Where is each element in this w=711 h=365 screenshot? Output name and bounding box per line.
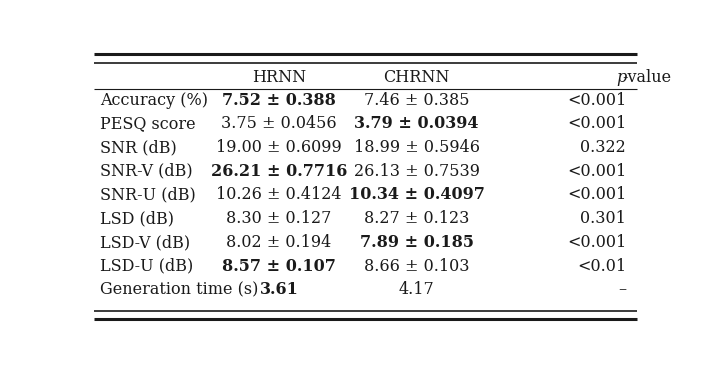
Text: 3.61: 3.61	[260, 281, 299, 298]
Text: 0.301: 0.301	[580, 210, 626, 227]
Text: 8.57 ± 0.107: 8.57 ± 0.107	[222, 258, 336, 274]
Text: <0.01: <0.01	[577, 258, 626, 274]
Text: 10.26 ± 0.4124: 10.26 ± 0.4124	[216, 187, 342, 203]
Text: 26.21 ± 0.7716: 26.21 ± 0.7716	[210, 163, 347, 180]
Text: <0.001: <0.001	[567, 92, 626, 108]
Text: Generation time (s): Generation time (s)	[100, 281, 258, 298]
Text: 4.17: 4.17	[399, 281, 434, 298]
Text: 8.02 ± 0.194: 8.02 ± 0.194	[226, 234, 331, 251]
Text: HRNN: HRNN	[252, 69, 306, 86]
Text: <0.001: <0.001	[567, 187, 626, 203]
Text: 0.322: 0.322	[580, 139, 626, 156]
Text: 7.46 ± 0.385: 7.46 ± 0.385	[364, 92, 469, 108]
Text: <0.001: <0.001	[567, 234, 626, 251]
Text: 7.89 ± 0.185: 7.89 ± 0.185	[360, 234, 474, 251]
Text: 19.00 ± 0.6099: 19.00 ± 0.6099	[216, 139, 342, 156]
Text: 26.13 ± 0.7539: 26.13 ± 0.7539	[354, 163, 480, 180]
Text: 7.52 ± 0.388: 7.52 ± 0.388	[222, 92, 336, 108]
Text: Accuracy (%): Accuracy (%)	[100, 92, 208, 108]
Text: PESQ score: PESQ score	[100, 115, 196, 132]
Text: <0.001: <0.001	[567, 115, 626, 132]
Text: LSD (dB): LSD (dB)	[100, 210, 174, 227]
Text: <0.001: <0.001	[567, 163, 626, 180]
Text: 8.66 ± 0.103: 8.66 ± 0.103	[364, 258, 469, 274]
Text: -value: -value	[622, 69, 671, 86]
Text: 18.99 ± 0.5946: 18.99 ± 0.5946	[354, 139, 480, 156]
Text: SNR-V (dB): SNR-V (dB)	[100, 163, 193, 180]
Text: 8.27 ± 0.123: 8.27 ± 0.123	[364, 210, 469, 227]
Text: 3.75 ± 0.0456: 3.75 ± 0.0456	[221, 115, 337, 132]
Text: SNR (dB): SNR (dB)	[100, 139, 176, 156]
Text: CHRNN: CHRNN	[383, 69, 450, 86]
Text: p: p	[616, 69, 626, 86]
Text: LSD-U (dB): LSD-U (dB)	[100, 258, 193, 274]
Text: 8.30 ± 0.127: 8.30 ± 0.127	[226, 210, 331, 227]
Text: SNR-U (dB): SNR-U (dB)	[100, 187, 196, 203]
Text: LSD-V (dB): LSD-V (dB)	[100, 234, 190, 251]
Text: 10.34 ± 0.4097: 10.34 ± 0.4097	[349, 187, 485, 203]
Text: –: –	[618, 281, 626, 298]
Text: 3.79 ± 0.0394: 3.79 ± 0.0394	[355, 115, 479, 132]
